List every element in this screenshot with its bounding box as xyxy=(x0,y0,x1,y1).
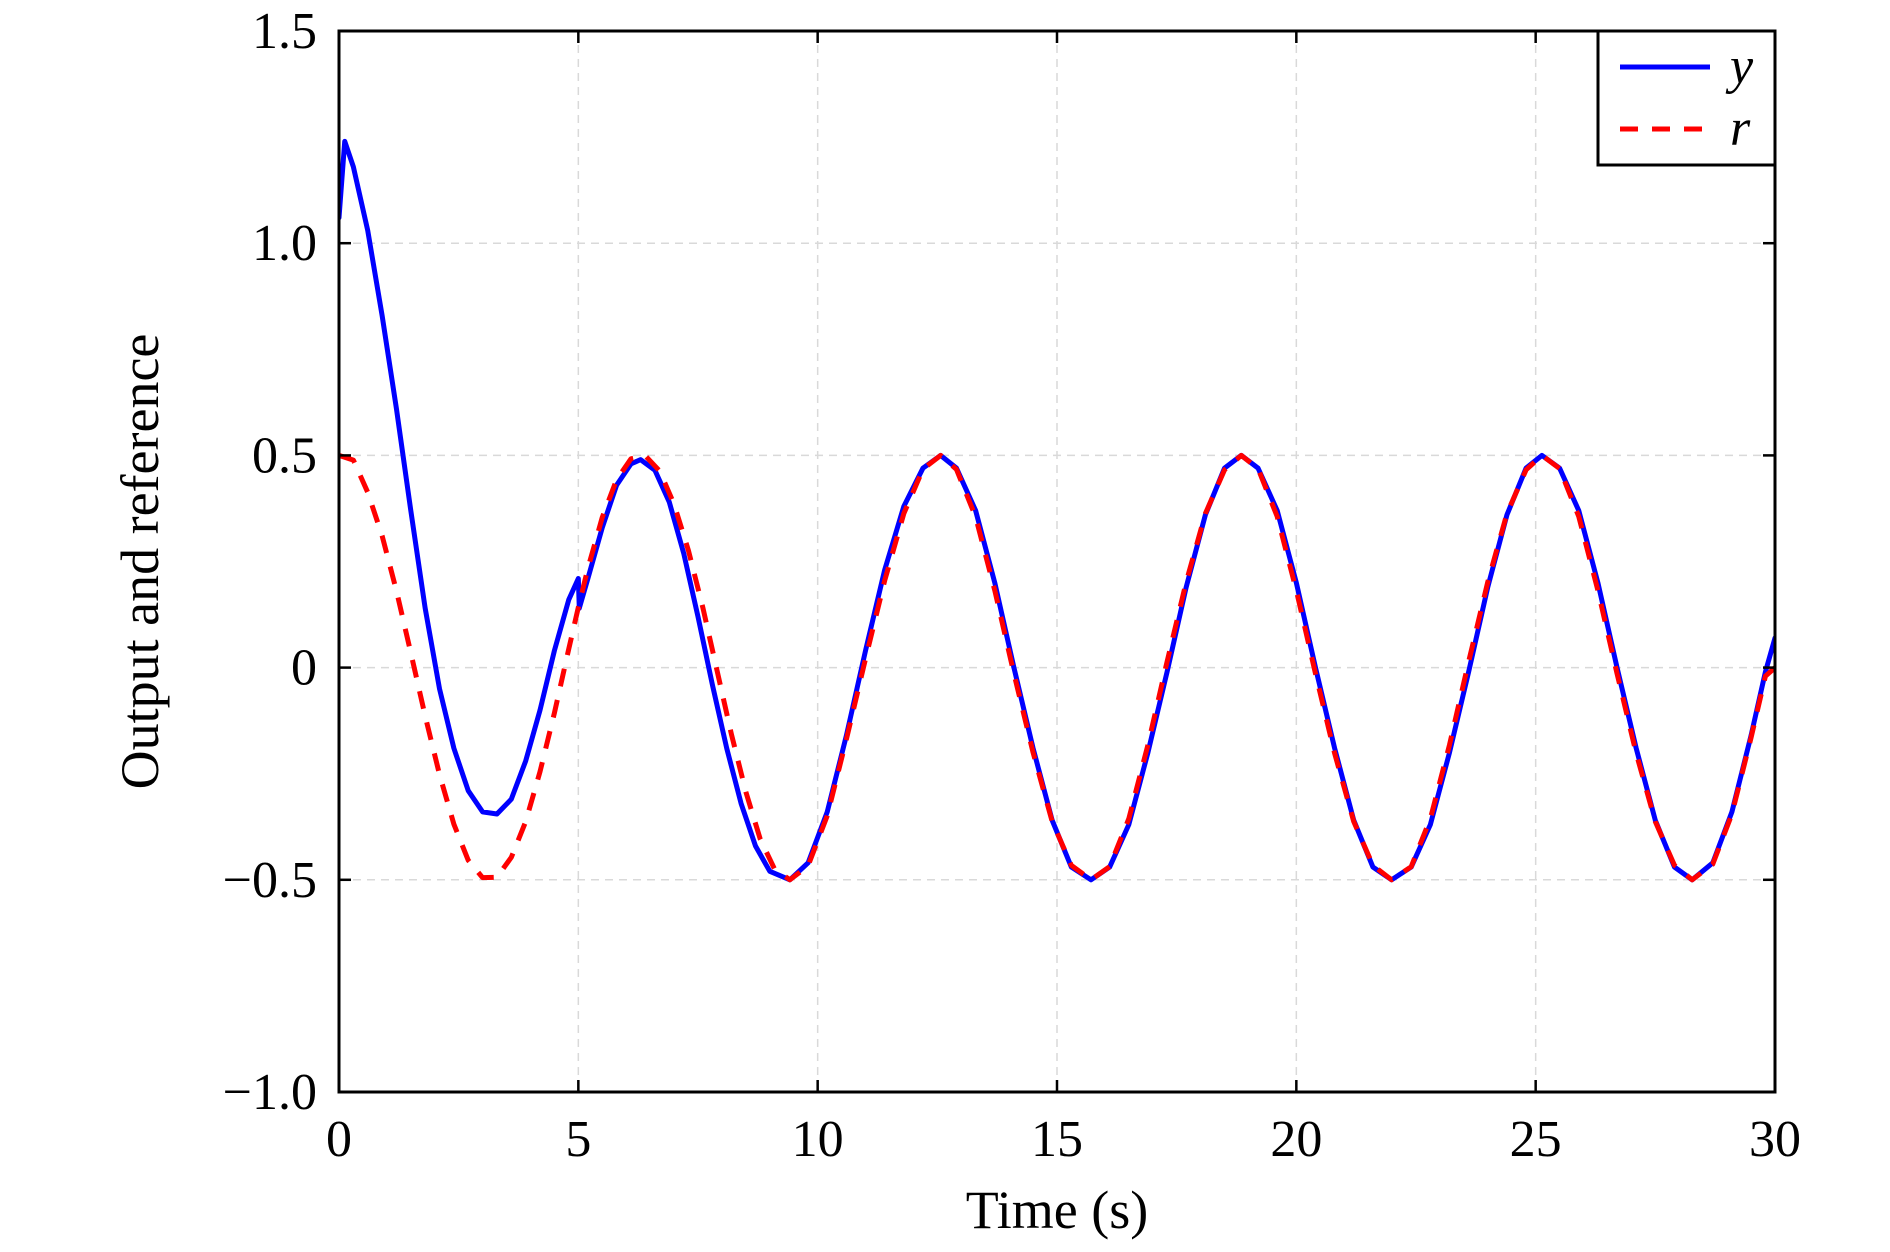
legend: yr xyxy=(1596,29,1777,167)
y-tick-label: −0.5 xyxy=(223,852,317,909)
y-tick-label: −1.0 xyxy=(223,1064,317,1121)
x-tick-label: 25 xyxy=(1510,1111,1562,1168)
x-tick-label: 30 xyxy=(1749,1111,1801,1168)
x-tick-label: 0 xyxy=(326,1111,352,1168)
x-axis-label: Time (s) xyxy=(966,1180,1149,1240)
x-tick-label: 20 xyxy=(1270,1111,1322,1168)
x-tick-labels: 0 5 10 15 20 25 30 xyxy=(326,1111,1801,1168)
x-tick-label: 15 xyxy=(1031,1111,1083,1168)
legend-box xyxy=(1596,29,1777,167)
y-tick-label: 1.0 xyxy=(252,215,317,272)
legend-label-r: r xyxy=(1730,100,1751,157)
grid-lines xyxy=(339,31,1775,1092)
y-tick-label: 0.5 xyxy=(252,427,317,484)
y-tick-labels: −1.0 −0.5 0 0.5 1.0 1.5 xyxy=(223,3,317,1121)
x-tick-label: 5 xyxy=(565,1111,591,1168)
x-tick-label: 10 xyxy=(792,1111,844,1168)
y-axis-label: Output and reference xyxy=(110,334,170,790)
legend-label-y: y xyxy=(1725,38,1754,95)
y-tick-label: 1.5 xyxy=(252,3,317,60)
y-tick-label: 0 xyxy=(291,640,317,697)
series-layer xyxy=(339,138,1775,883)
